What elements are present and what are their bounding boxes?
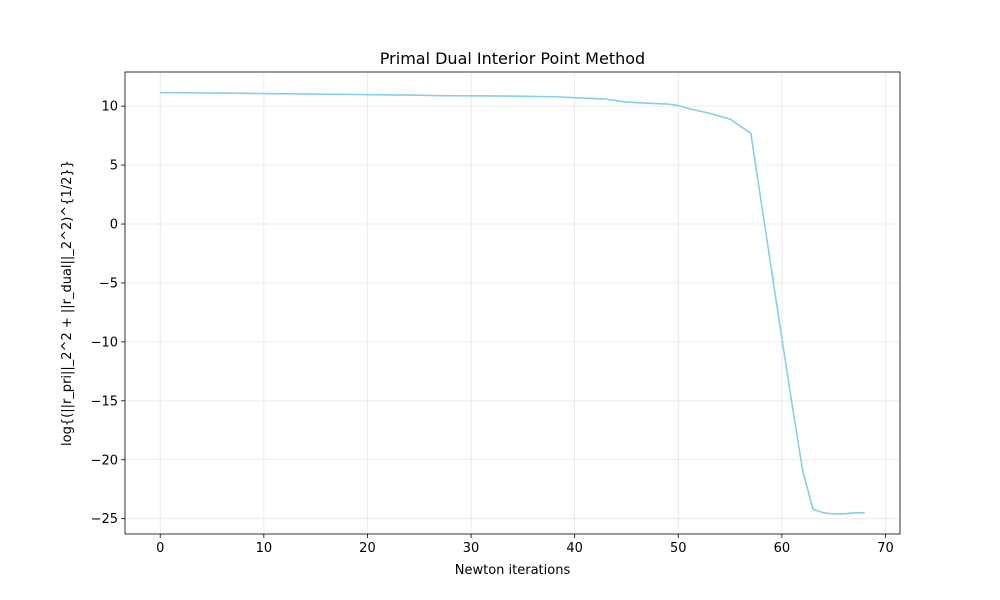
series-line: [160, 91, 865, 515]
x-tick-label: 10: [256, 541, 273, 556]
y-axis: −25 −20 −15 −10 −5 0 5 10: [91, 100, 125, 527]
y-tick-label: −20: [91, 453, 118, 468]
y-tick-label: 0: [110, 218, 118, 233]
x-tick-label: 50: [670, 541, 687, 556]
y-tick-label: 10: [101, 100, 118, 115]
series-layer: [160, 91, 865, 515]
x-axis: 0 10 20 30 40 50 60 70: [156, 534, 894, 556]
y-tick-label: −15: [91, 394, 118, 409]
x-tick-label: 60: [774, 541, 791, 556]
grid: [125, 72, 900, 534]
x-tick-label: 30: [463, 541, 480, 556]
y-axis-label: log{(||r_pri||_2^2 + ||r_dual||_2^2)^{1/…: [60, 160, 75, 446]
chart-title: Primal Dual Interior Point Method: [380, 49, 645, 68]
y-tick-label: −5: [99, 276, 118, 291]
y-tick-label: −25: [91, 512, 118, 527]
plot-area: [124, 71, 901, 535]
x-axis-label: Newton iterations: [455, 563, 571, 578]
x-tick-label: 40: [566, 541, 583, 556]
x-tick-label: 70: [877, 541, 894, 556]
y-tick-label: 5: [110, 159, 118, 174]
x-tick-label: 20: [359, 541, 376, 556]
x-tick-label: 0: [156, 541, 164, 556]
y-tick-label: −10: [91, 335, 118, 350]
